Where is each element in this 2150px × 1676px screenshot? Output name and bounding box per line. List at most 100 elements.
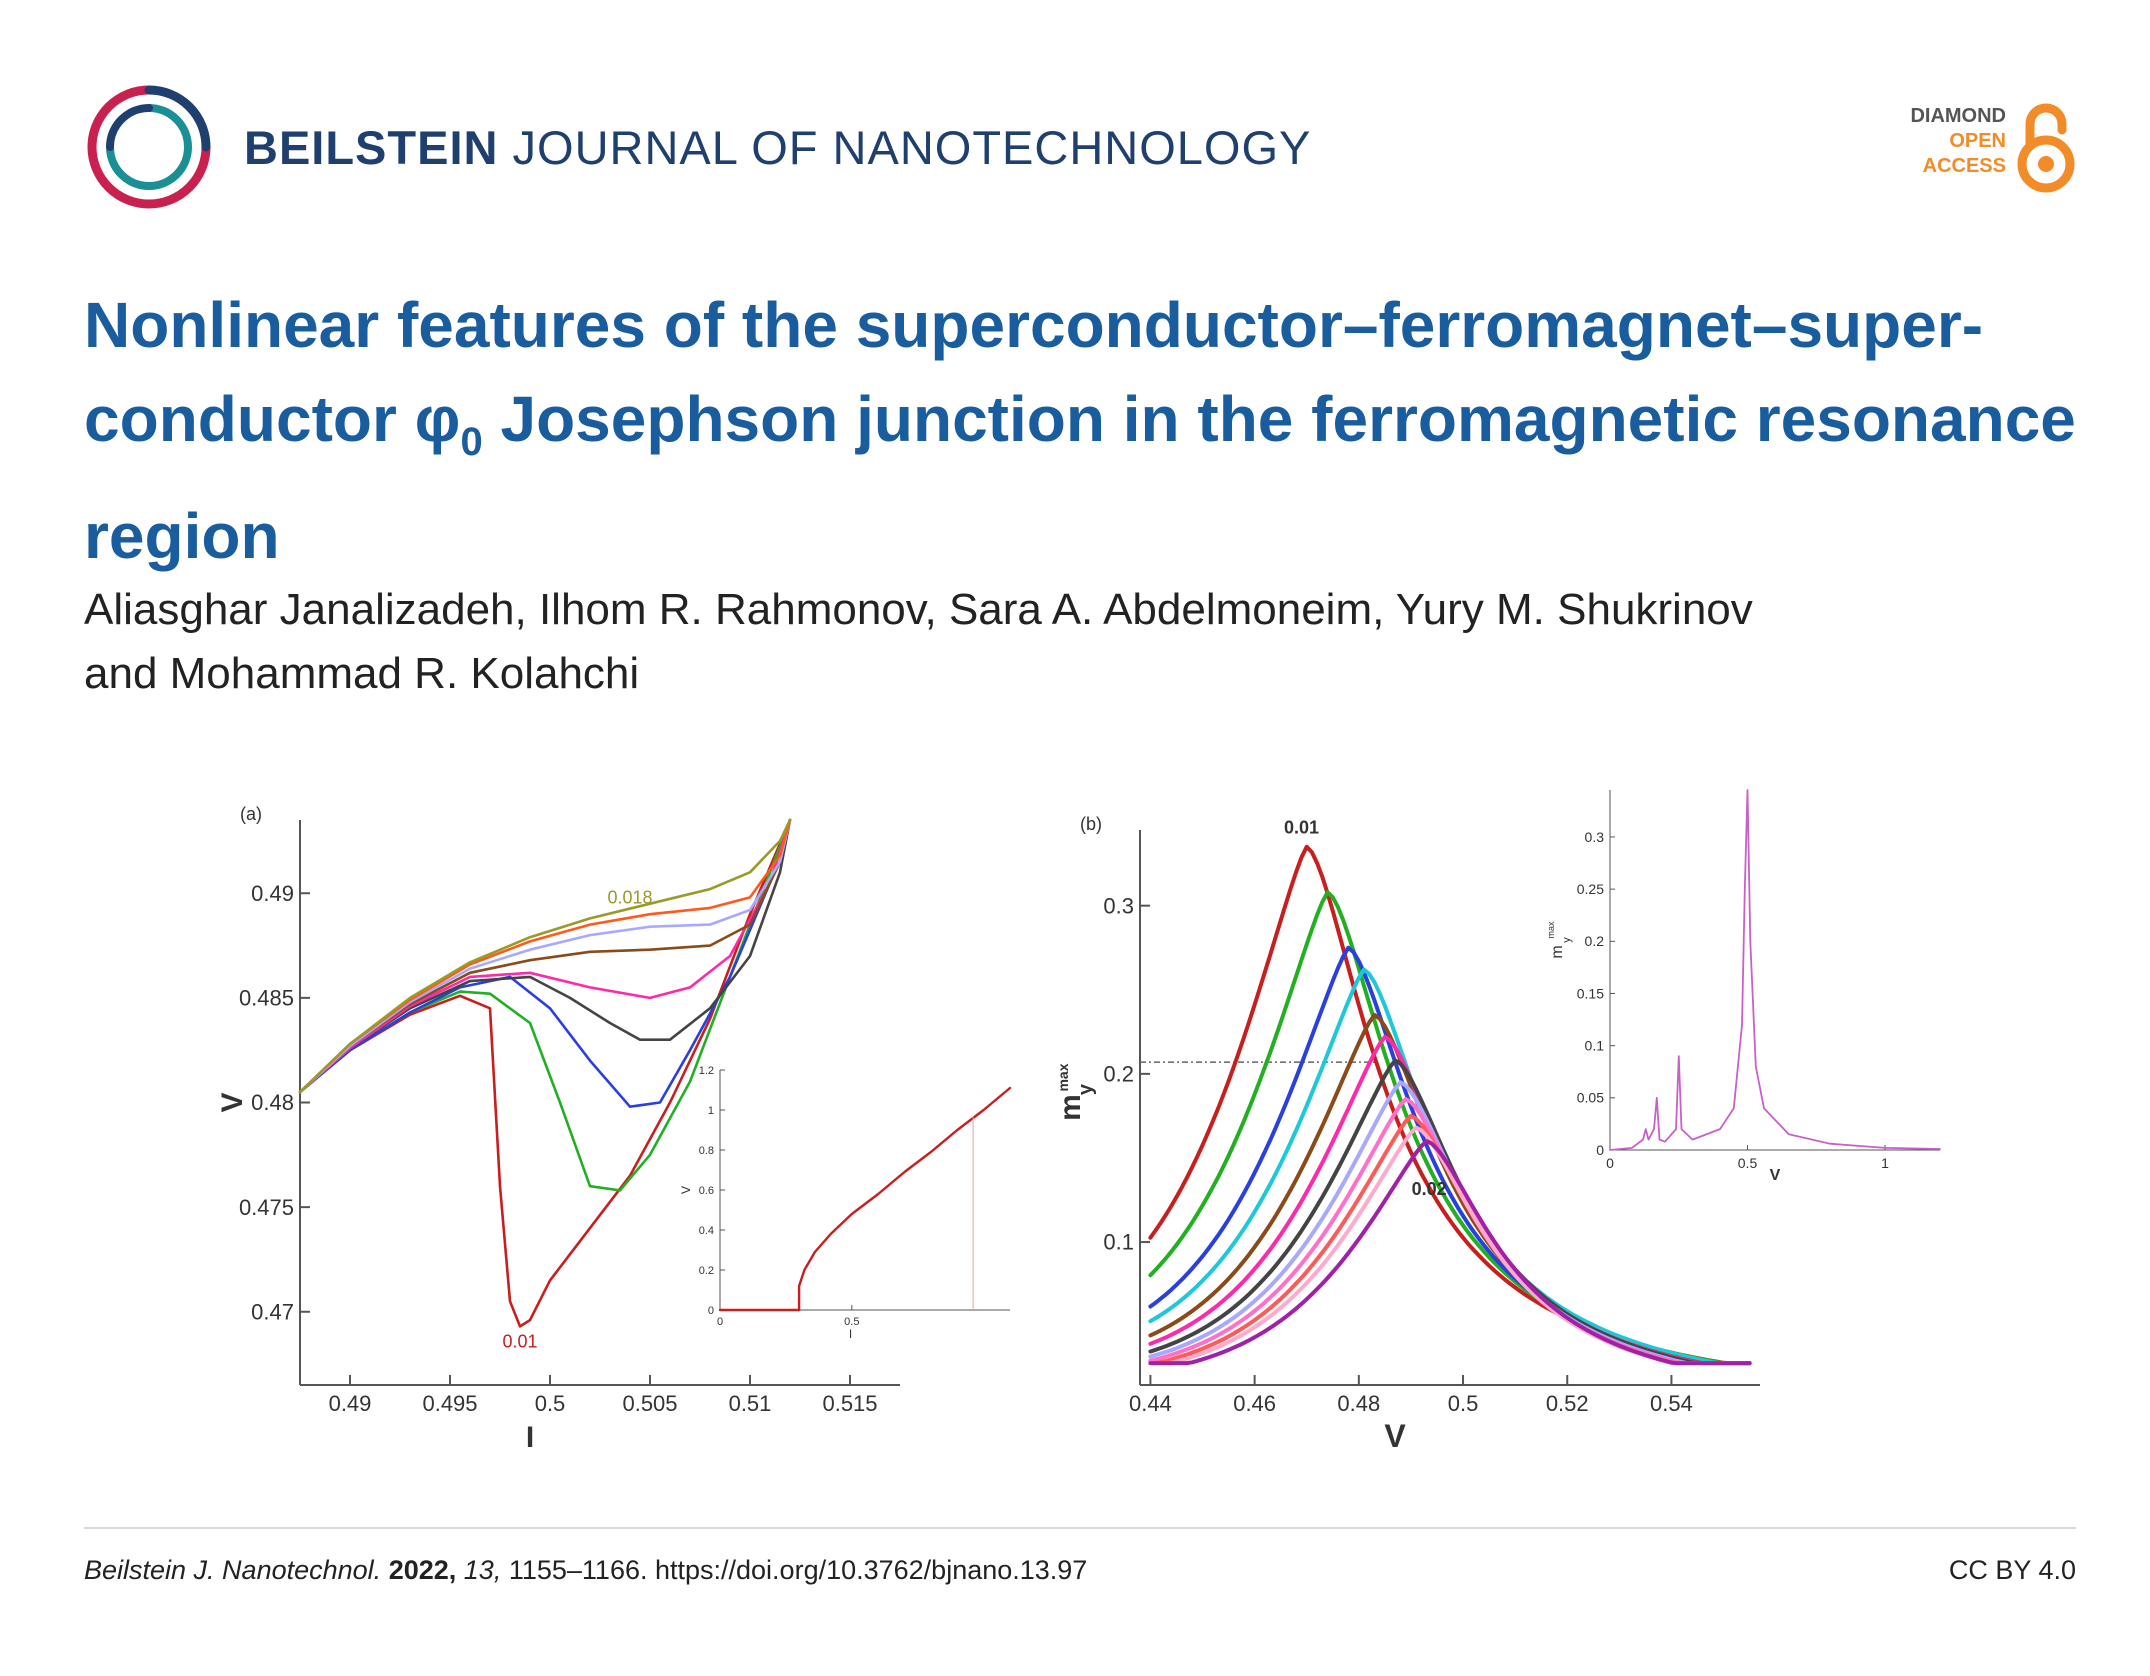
panel-a-series-line	[298, 818, 792, 1108]
panel-b-y-tick-label: 0.1	[1103, 1230, 1134, 1255]
panel-b-chart: 0.44 0.46 0.48 0.5 0.52 0.540.10.20.3(b)Vmyma…	[1054, 789, 1941, 1454]
panel-b-x-tick-label: 0.46	[1233, 1391, 1276, 1416]
panel-a-inset-y-tick-label: 0.8	[699, 1145, 714, 1157]
panel-b-inset-line	[1609, 789, 1941, 1151]
panel-b-y-tick-label: 0.2	[1103, 1062, 1134, 1087]
panel-b-x-label: V	[1384, 1418, 1406, 1454]
panel-a-inset-y-label: V	[679, 1186, 693, 1194]
panel-a-inset-y-tick-label: 0.4	[699, 1225, 714, 1237]
panel-a-y-tick-label: 0.49	[251, 881, 294, 906]
panel-a-y-tick-label: 0.48	[251, 1090, 294, 1115]
panel-a-series-line	[298, 818, 792, 1094]
article-title: Nonlinear features of the superconductor…	[84, 278, 2084, 583]
panel-b-inset-y-label: m	[1549, 945, 1566, 958]
panel-b-inset-y-tick-label: 0	[1596, 1142, 1604, 1158]
journal-name: BEILSTEIN JOURNAL OF NANOTECHNOLOGY	[244, 120, 1311, 175]
panel-a-x-tick-label: 0.515	[822, 1391, 877, 1416]
badge-line-open: OPEN	[1949, 130, 2006, 152]
panel-a-x-tick-label: 0.495	[422, 1391, 477, 1416]
panel-a-series-line	[298, 818, 792, 1328]
title-phi-subscript: 0	[460, 419, 483, 464]
panel-a-series-line	[298, 818, 792, 1094]
panel-b-x-tick-label: 0.44	[1129, 1391, 1172, 1416]
panel-a-series-line	[298, 818, 792, 1094]
panel-b-inset-y-tick-label: 0.15	[1577, 985, 1604, 1001]
title-part2: Josephson junction in the ferromagnetic …	[84, 383, 2076, 572]
panel-b-inset-y-label-sub: y	[1561, 937, 1573, 943]
panel-b-series-line	[1148, 1139, 1752, 1366]
panel-b-y-label-sup: max	[1055, 1063, 1071, 1091]
panel-a-x-tick-label: 0.505	[622, 1391, 677, 1416]
panel-b-y-tick-label: 0.3	[1103, 893, 1134, 918]
graphical-abstract-figure: 0.49 0.495 0.5 0.505 0.51 0.515 0.47 0.475 0.48 0…	[200, 789, 1960, 1490]
panel-a-y-tick-label: 0.47	[251, 1299, 294, 1324]
title-part1: Nonlinear features of the superconductor…	[84, 289, 1984, 455]
panel-a-inset-x-tick-label: 0.5	[844, 1316, 859, 1328]
panel-a-series-line	[298, 818, 792, 1094]
panel-b-inset-x-tick-label: 1	[1881, 1155, 1889, 1171]
panel-a-x-tick-label: 0.5	[535, 1391, 566, 1416]
panel-b-annotation: 0.01	[1284, 817, 1319, 837]
panel-b-x-tick-label: 0.48	[1337, 1391, 1380, 1416]
open-access-text: DIAMOND OPEN ACCESS	[1910, 104, 2006, 179]
badge-line-diamond: DIAMOND	[1910, 105, 2006, 127]
panel-b-inset-x-tick-label: 0.5	[1738, 1155, 1758, 1171]
panel-a-annotation: 0.018	[607, 888, 652, 908]
panel-b-inset-x-label: V	[1770, 1167, 1781, 1184]
panel-a-series-line	[298, 818, 792, 1094]
diamond-open-access-badge: DIAMOND OPEN ACCESS	[1876, 100, 2076, 200]
panel-a-inset-line	[718, 1086, 1012, 1312]
footer-divider	[84, 1527, 2076, 1529]
panel-b-inset-y-tick-label: 0.05	[1577, 1090, 1604, 1106]
panel-a-inset-y-tick-label: 1	[708, 1105, 714, 1117]
panel-b-inset-y-tick-label: 0.2	[1585, 933, 1605, 949]
citation-journal: Beilstein J. Nanotechnol.	[84, 1555, 382, 1585]
panel-b-series-line	[1148, 890, 1752, 1366]
panel-a-x-label: I	[526, 1421, 534, 1454]
panel-b-inset-y-tick-label: 0.25	[1577, 881, 1604, 897]
panel-a-inset-x-tick-label: 0	[717, 1316, 723, 1328]
panel-a-inset-y-tick-label: 0	[708, 1305, 714, 1317]
citation-pages-doi[interactable]: 1155–1166. https://doi.org/10.3762/bjnan…	[508, 1555, 1088, 1585]
journal-header: BEILSTEIN JOURNAL OF NANOTECHNOLOGY DIAM…	[84, 78, 2076, 228]
journal-name-rest: JOURNAL OF NANOTECHNOLOGY	[498, 121, 1312, 174]
open-lock-icon	[2017, 103, 2075, 193]
panel-b-annotation: 0.02	[1412, 1179, 1447, 1199]
panel-b-x-tick-label: 0.5	[1448, 1391, 1479, 1416]
panel-a-inset-y-tick-label: 0.2	[699, 1265, 714, 1277]
panel-a-y-label: V	[216, 1092, 249, 1112]
panel-a-annotation: 0.01	[502, 1331, 537, 1351]
panel-b-series-line	[1148, 1058, 1752, 1366]
panel-b-inset-y-label-sup: max	[1546, 921, 1556, 939]
title-phi: φ	[414, 383, 461, 455]
citation-volume: 13,	[463, 1555, 502, 1585]
panel-b-label: (b)	[1080, 814, 1102, 834]
panel-b-x-tick-label: 0.52	[1546, 1391, 1589, 1416]
article-authors: Aliasghar Janalizadeh, Ilhom R. Rahmonov…	[84, 578, 2084, 706]
panel-b-inset-y-tick-label: 0.3	[1585, 829, 1605, 845]
panel-a-y-tick-label: 0.475	[239, 1195, 294, 1220]
panel-b-x-tick-label: 0.54	[1650, 1391, 1693, 1416]
badge-line-access: ACCESS	[1922, 155, 2006, 177]
panel-a-inset-y-tick-label: 1.2	[699, 1065, 714, 1077]
panel-a-label: (a)	[240, 804, 262, 824]
authors-line-1: Aliasghar Janalizadeh, Ilhom R. Rahmonov…	[84, 585, 1753, 634]
panel-b-inset-y-tick-label: 0.1	[1585, 1038, 1605, 1054]
beilstein-logo-icon	[87, 85, 211, 209]
panel-a-chart: 0.49 0.495 0.5 0.505 0.51 0.5150.470.4750.480…	[216, 804, 1012, 1454]
panel-b-inset-x-tick-label: 0	[1606, 1155, 1614, 1171]
panel-a-x-tick-label: 0.51	[729, 1391, 772, 1416]
panel-b-y-label-sub: y	[1075, 1083, 1097, 1095]
citation-year: 2022,	[388, 1555, 457, 1585]
panel-b-y-label: m	[1054, 1094, 1087, 1121]
citation: Beilstein J. Nanotechnol. 2022, 13, 1155…	[84, 1555, 1087, 1586]
journal-name-bold: BEILSTEIN	[244, 121, 499, 174]
license: CC BY 4.0	[1948, 1555, 2076, 1585]
panel-a: 0.49 0.495 0.5 0.505 0.51 0.515 0.47 0.475 0.48 0…	[200, 790, 1012, 1495]
authors-line-2: and Mohammad R. Kolahchi	[84, 649, 640, 698]
panel-a-inset-y-tick-label: 0.6	[699, 1185, 714, 1197]
panel-a-inset-x-label: I	[849, 1327, 852, 1341]
panel-a-x-tick-label: 0.49	[329, 1391, 372, 1416]
panel-a-y-tick-label: 0.485	[239, 986, 294, 1011]
